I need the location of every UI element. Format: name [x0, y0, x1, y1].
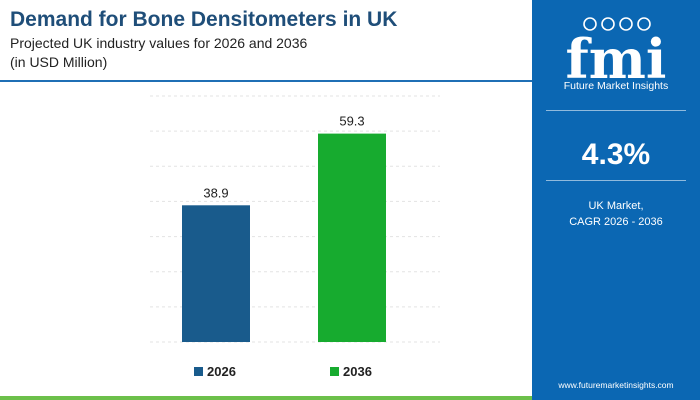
legend-label-2026: 2026 — [207, 364, 236, 379]
chart-panel: Demand for Bone Densitometers in UK Proj… — [0, 8, 532, 400]
logo-flask-icon — [619, 17, 633, 31]
logo-gear-icon — [583, 17, 597, 31]
bar-2036 — [318, 133, 386, 342]
cagr-label: UK Market, CAGR 2026 - 2036 — [532, 198, 700, 230]
cagr-label-line1: UK Market, — [588, 200, 644, 212]
fmi-logo: fmi — [566, 17, 667, 91]
chart-units: (in USD Million) — [10, 54, 108, 70]
cagr-value: 4.3% — [581, 138, 651, 171]
chart-subtitle: Projected UK industry values for 2026 an… — [10, 35, 308, 51]
info-sidebar: fmi Future Market Insights 4.3% UK Marke… — [532, 0, 700, 400]
logo-leaf-icon — [637, 17, 651, 31]
brand-name: Future Market Insights — [563, 80, 669, 92]
website-link[interactable]: www.futuremarketinsights.com — [558, 380, 674, 390]
bar-chart: 38.9 59.3 2026 2036 — [150, 95, 440, 379]
data-label-2036: 59.3 — [339, 114, 364, 129]
data-label-2026: 38.9 — [203, 185, 228, 200]
legend-swatch-2026 — [194, 367, 203, 376]
header-divider — [0, 80, 532, 82]
cagr-label-line2: CAGR 2026 - 2036 — [569, 216, 663, 228]
bottom-accent-bar — [0, 396, 532, 400]
logo-person-icon — [601, 17, 615, 31]
bar-2026 — [182, 205, 250, 342]
sidebar-divider-top — [546, 110, 686, 111]
sidebar-divider-bottom — [546, 180, 686, 181]
logo-text: fmi — [566, 27, 667, 91]
legend-label-2036: 2036 — [343, 364, 372, 379]
legend-swatch-2036 — [330, 367, 339, 376]
chart-title: Demand for Bone Densitometers in UK — [10, 8, 398, 31]
